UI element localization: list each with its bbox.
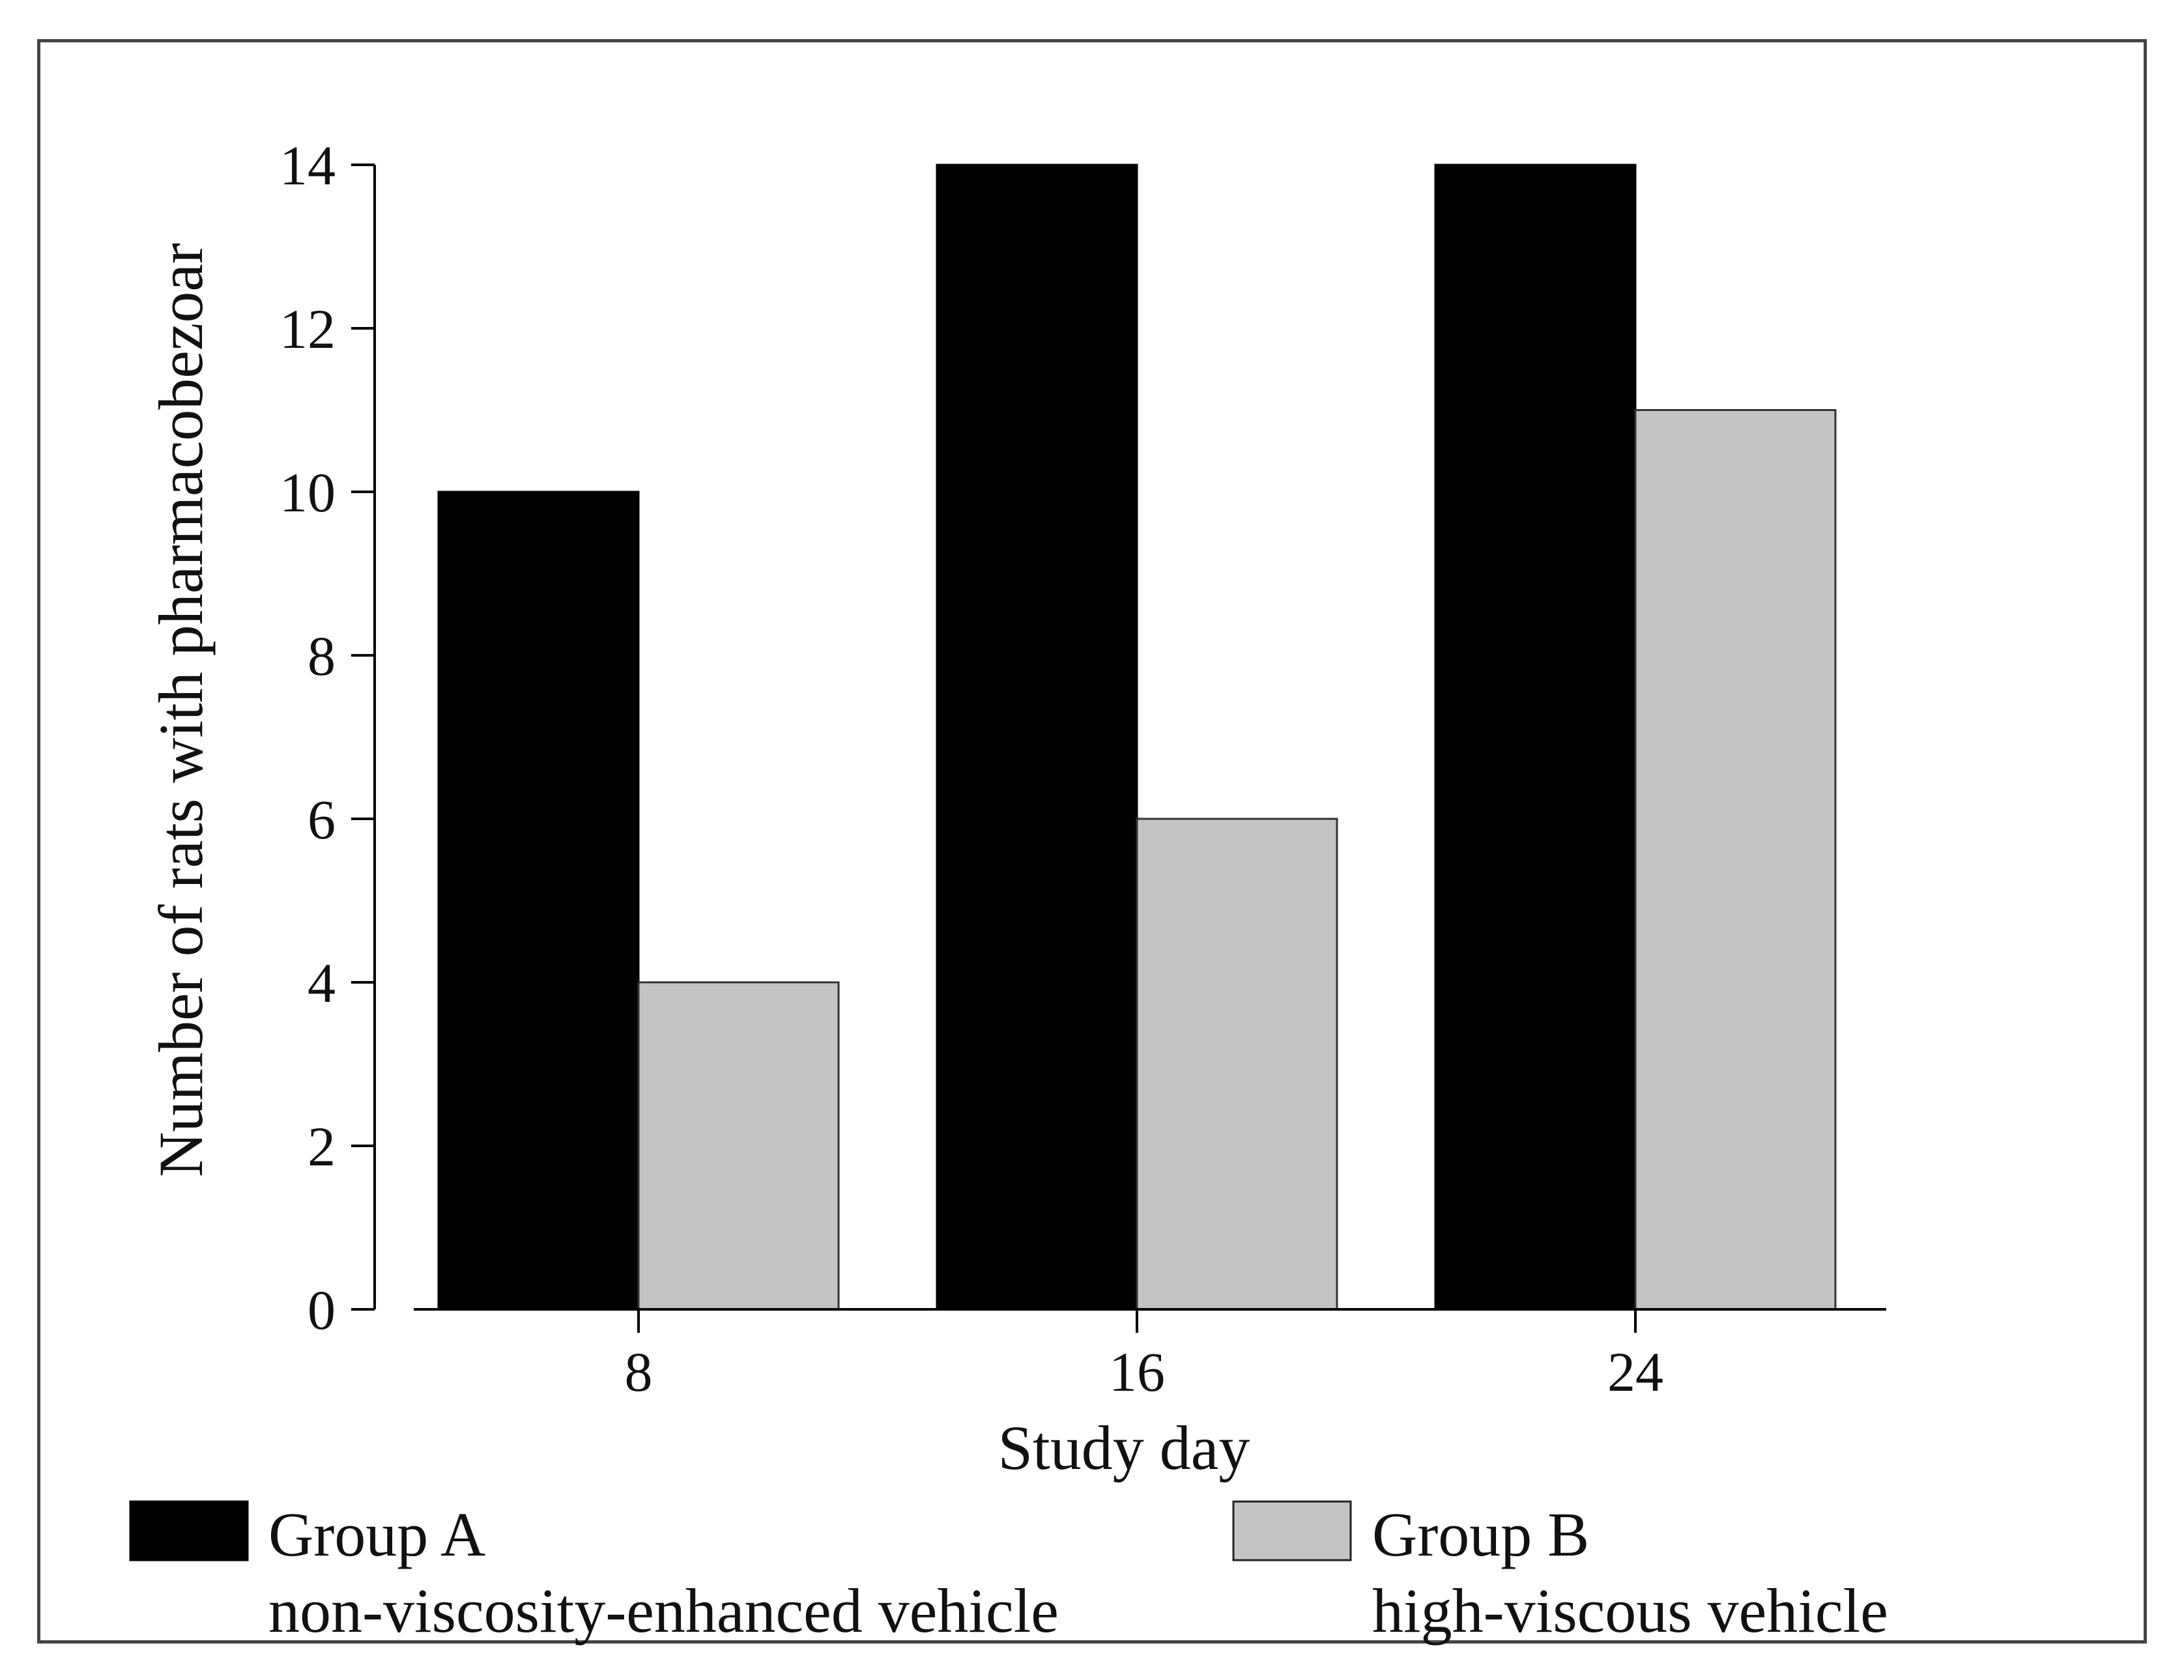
y-tick-label-4: 4 [308,952,336,1014]
legend-label-group-b: Group B [1372,1500,1589,1569]
bars-layer [437,164,1837,1311]
legend-label-group-a: Group A [268,1500,485,1569]
y-tick-label-12: 12 [280,298,336,360]
bar-group-a-day-16 [936,164,1138,1311]
bar-group-b-day-16 [1136,818,1338,1311]
bar-group-a-day-8 [437,491,640,1311]
y-tick-label-8: 8 [308,625,336,687]
legend-swatch-group-a [129,1500,249,1561]
bar-group-b-day-8 [637,981,840,1311]
y-tick-label-14: 14 [280,134,336,197]
bar-group-b-day-24 [1634,409,1837,1311]
x-tick-label-8: 8 [625,1341,653,1403]
y-tick-label-0: 0 [308,1279,336,1341]
y-tick-label-2: 2 [308,1115,336,1178]
x-tick-label-16: 16 [1109,1341,1165,1403]
legend-swatch-group-b [1232,1500,1352,1561]
x-tick-label-24: 24 [1607,1341,1663,1403]
x-axis-title: Study day [998,1413,1250,1483]
legend-description-group-b: high-viscous vehicle [1372,1576,1888,1645]
legend: Group A non-viscosity-enhanced vehicle G… [129,1500,1888,1645]
legend-description-group-a: non-viscosity-enhanced vehicle [268,1576,1059,1645]
y-tick-label-6: 6 [308,788,336,851]
y-tick-label-10: 10 [280,461,336,524]
bar-group-a-day-24 [1434,164,1637,1311]
y-axis-title: Number of rats with pharmacobezoar [146,243,216,1177]
